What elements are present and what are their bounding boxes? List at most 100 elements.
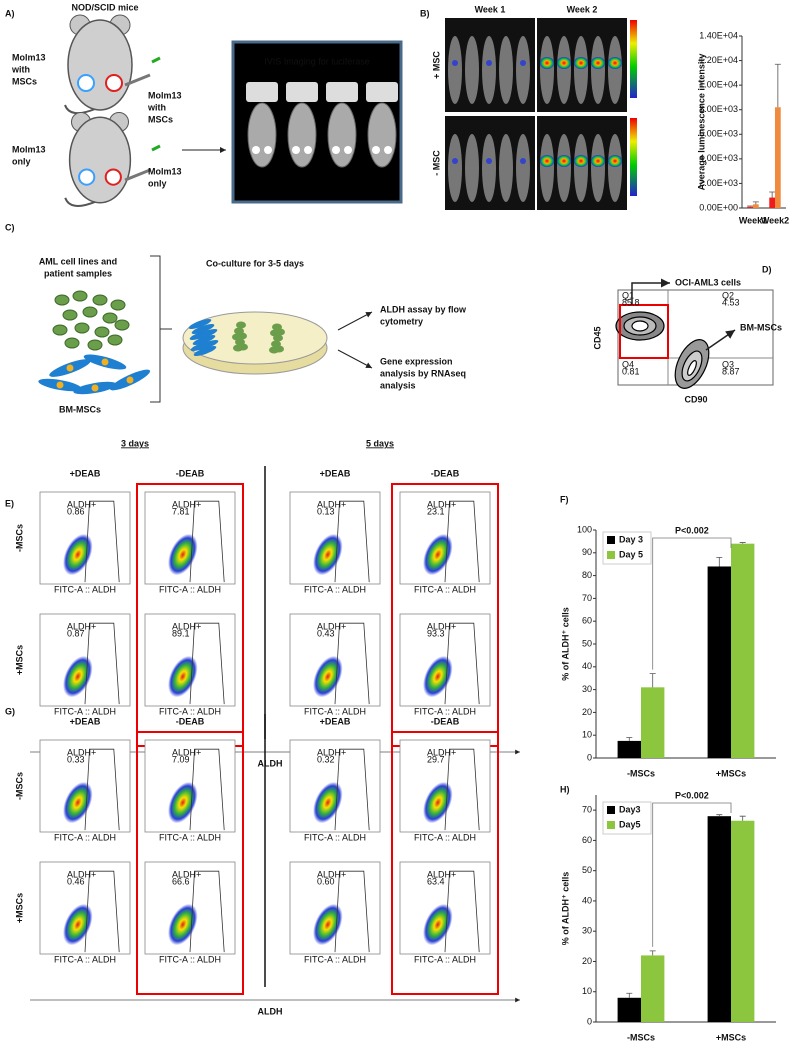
density xyxy=(63,533,93,576)
label: +MSCs xyxy=(14,893,24,923)
y-tick-label: 1.00E+04 xyxy=(699,80,738,90)
label: Q4 xyxy=(622,359,634,369)
gate xyxy=(444,500,480,583)
label: 7.81 xyxy=(172,507,190,517)
bar xyxy=(731,543,755,758)
label: FITC-A :: ALDH xyxy=(304,584,366,594)
msc-nucleus xyxy=(101,358,109,366)
tumor xyxy=(105,74,123,92)
label: FITC-A :: ALDH xyxy=(54,706,116,716)
y-tick-label: 1.20E+04 xyxy=(699,55,738,65)
image-mouse xyxy=(499,36,513,104)
ivis-tumor xyxy=(264,146,272,154)
legend: Day3 Day5 xyxy=(602,801,652,835)
density xyxy=(423,781,453,824)
label: Week 1 xyxy=(475,4,506,14)
density xyxy=(168,903,198,946)
label: FITC-A :: ALDH xyxy=(414,706,476,716)
label: FITC-A :: ALDH xyxy=(54,584,116,594)
msc-nucleus xyxy=(91,384,99,392)
label: MSCs xyxy=(148,114,173,124)
legend: Day 3 Day 5 xyxy=(602,531,652,565)
msc-cell xyxy=(194,329,218,339)
error-bar xyxy=(752,201,759,205)
label: H) xyxy=(560,784,570,794)
label: cytometry xyxy=(380,316,423,326)
ivis-mouse xyxy=(367,102,397,168)
y-tick-label: 30 xyxy=(582,926,592,936)
bar xyxy=(747,206,753,208)
aml-cell xyxy=(114,319,130,331)
mouse-body xyxy=(67,19,133,111)
bracket xyxy=(652,802,732,947)
label: 0.33 xyxy=(67,755,85,765)
y-tick-label: 50 xyxy=(582,638,592,648)
label: D) xyxy=(762,264,772,274)
label: analysis by RNAseq xyxy=(380,368,466,378)
label: C) xyxy=(5,222,15,232)
bar xyxy=(775,107,781,208)
aml-cell xyxy=(275,328,285,336)
bracket xyxy=(150,255,161,403)
label: FITC-A :: ALDH xyxy=(54,832,116,842)
image-mouse xyxy=(574,134,588,202)
gate xyxy=(444,622,480,705)
aml-cell xyxy=(110,299,126,311)
highlight xyxy=(391,731,499,995)
signal xyxy=(608,57,622,69)
label: +DEAB xyxy=(70,468,101,478)
label: Molm13 xyxy=(12,52,46,62)
legend-label: Day 5 xyxy=(619,549,643,559)
label: -DEAB xyxy=(176,716,205,726)
aml-cell xyxy=(102,312,118,324)
label: ALDH+ xyxy=(172,621,201,631)
label: ALDH+ xyxy=(172,499,201,509)
image-mouse xyxy=(608,134,622,202)
error-bar xyxy=(626,737,633,741)
label: FITC-A :: ALDH xyxy=(159,584,221,594)
y-tick-label: 2.00E+03 xyxy=(699,178,738,188)
arrow xyxy=(337,349,373,369)
image-mouse xyxy=(516,36,530,104)
label: -DEAB xyxy=(431,716,460,726)
bar xyxy=(707,816,731,1022)
label: ALDH+ xyxy=(317,499,346,509)
ivis-holder xyxy=(246,82,278,102)
label: FITC-A :: ALDH xyxy=(304,706,366,716)
signal xyxy=(591,155,605,167)
image-mouse xyxy=(574,36,588,104)
gate xyxy=(619,304,669,359)
bar xyxy=(769,197,775,208)
label: A) xyxy=(5,8,15,18)
ivis-mouse xyxy=(287,102,317,168)
label: ALDH+ xyxy=(67,747,96,757)
label: 23.1 xyxy=(427,507,445,517)
y-tick-label: 50 xyxy=(582,865,592,875)
y-tick-label: 40 xyxy=(582,895,592,905)
y-tick-label: 40 xyxy=(582,661,592,671)
msc-nucleus xyxy=(126,376,134,384)
legend-swatch xyxy=(607,806,615,814)
label: F) xyxy=(560,494,569,504)
gate xyxy=(444,870,480,953)
msc-nucleus xyxy=(56,381,64,389)
ivis-tumor xyxy=(384,146,392,154)
rule xyxy=(124,73,151,87)
bar xyxy=(641,687,665,758)
label: MSCs xyxy=(12,76,37,86)
y-tick-label: 0 xyxy=(587,752,592,762)
label: ALDH xyxy=(258,758,283,768)
label: +DEAB xyxy=(320,716,351,726)
label: ALDH+ xyxy=(172,747,201,757)
label: P<0.002 xyxy=(675,790,709,800)
ivis-mouse xyxy=(247,102,277,168)
gate xyxy=(84,870,120,953)
signal xyxy=(591,57,605,69)
y-tick-label: 60 xyxy=(582,835,592,845)
aml-cell xyxy=(273,334,283,342)
signal xyxy=(574,155,588,167)
aml-cell xyxy=(238,343,248,351)
label: E) xyxy=(5,498,14,508)
label: Molm13 xyxy=(148,166,182,176)
image-mouse xyxy=(499,134,513,202)
